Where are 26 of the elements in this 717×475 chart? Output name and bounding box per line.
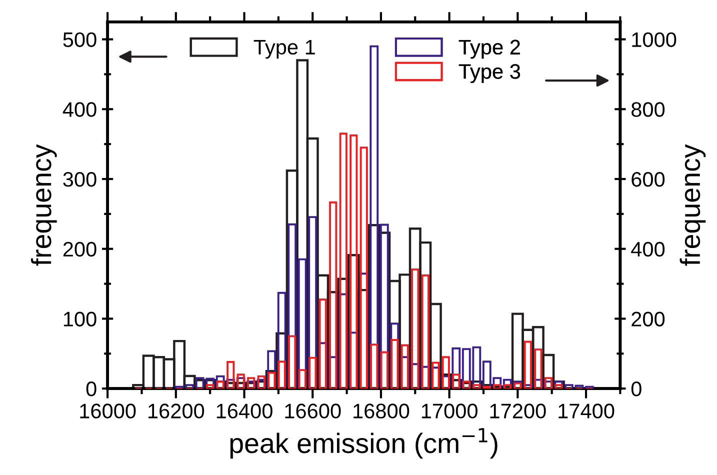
- x-tick-label: 16600: [285, 404, 341, 418]
- y-axis-title: frequency: [30, 144, 57, 266]
- y-tick-label: 500: [63, 32, 96, 48]
- y-tick-label: 300: [63, 172, 96, 187]
- y2-tick-label: 600: [632, 172, 665, 187]
- x-tick-label: 17000: [422, 404, 478, 418]
- y2-tick-label: 1000: [632, 32, 676, 48]
- x-tick-label: 16400: [216, 404, 272, 418]
- y-tick-label: 200: [63, 242, 96, 257]
- legend-label: Type 2: [458, 40, 520, 59]
- x-axis-title: peak emission (cm$^{−1}$): [230, 428, 498, 459]
- x-tick-label: 16800: [354, 404, 410, 418]
- x-tick-label: 17400: [558, 404, 614, 418]
- y2-axis-title: frequency: [680, 144, 706, 266]
- y2-tick-label: 400: [631, 242, 665, 257]
- y-tick-label: 400: [62, 102, 96, 117]
- x-tick-label: 17200: [490, 404, 546, 418]
- x-tick-label: 16000: [80, 404, 136, 418]
- y2-tick-label: 0: [631, 382, 642, 396]
- y2-tick-label: 200: [632, 312, 665, 326]
- x-tick-label: 16200: [148, 404, 204, 418]
- y2-tick-label: 800: [632, 102, 665, 117]
- y-tick-label: 100: [64, 312, 96, 326]
- legend-label: Type 3: [458, 64, 520, 83]
- legend-label: Type 1: [254, 40, 315, 59]
- y-tick-label: 0: [86, 382, 96, 396]
